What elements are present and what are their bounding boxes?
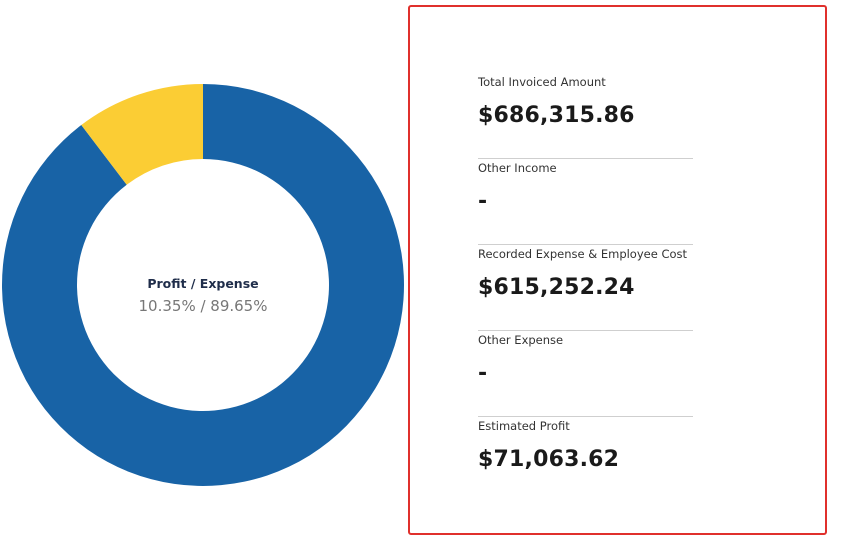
donut-slice-profit — [81, 84, 203, 185]
donut-chart-svg: Profit / Expense 10.35% / 89.65% — [2, 84, 405, 486]
summary-item-other-expense: Other Expense - — [478, 331, 693, 417]
summary-value: $686,315.86 — [478, 103, 635, 128]
chart-center-title: Profit / Expense — [147, 276, 258, 291]
summary-label: Other Expense — [478, 333, 564, 347]
donut-chart: Profit / Expense 10.35% / 89.65% — [0, 82, 406, 488]
summary-list: Total Invoiced Amount $686,315.86 Other … — [478, 73, 693, 503]
summary-panel: Total Invoiced Amount $686,315.86 Other … — [408, 5, 827, 535]
summary-item-recorded-expense: Recorded Expense & Employee Cost $615,25… — [478, 245, 693, 331]
summary-value: $71,063.62 — [478, 447, 620, 472]
summary-value: - — [478, 361, 488, 386]
summary-item-other-income: Other Income - — [478, 159, 693, 245]
summary-label: Other Income — [478, 161, 557, 175]
summary-item-total-invoiced: Total Invoiced Amount $686,315.86 — [478, 73, 693, 159]
summary-label: Recorded Expense & Employee Cost — [478, 247, 688, 261]
summary-value: $615,252.24 — [478, 275, 635, 300]
chart-center-value: 10.35% / 89.65% — [139, 297, 268, 315]
summary-label: Total Invoiced Amount — [478, 75, 606, 89]
donut-slice-expense — [2, 84, 405, 486]
summary-value: - — [478, 189, 488, 214]
summary-item-estimated-profit: Estimated Profit $71,063.62 — [478, 417, 693, 503]
summary-label: Estimated Profit — [478, 419, 570, 433]
